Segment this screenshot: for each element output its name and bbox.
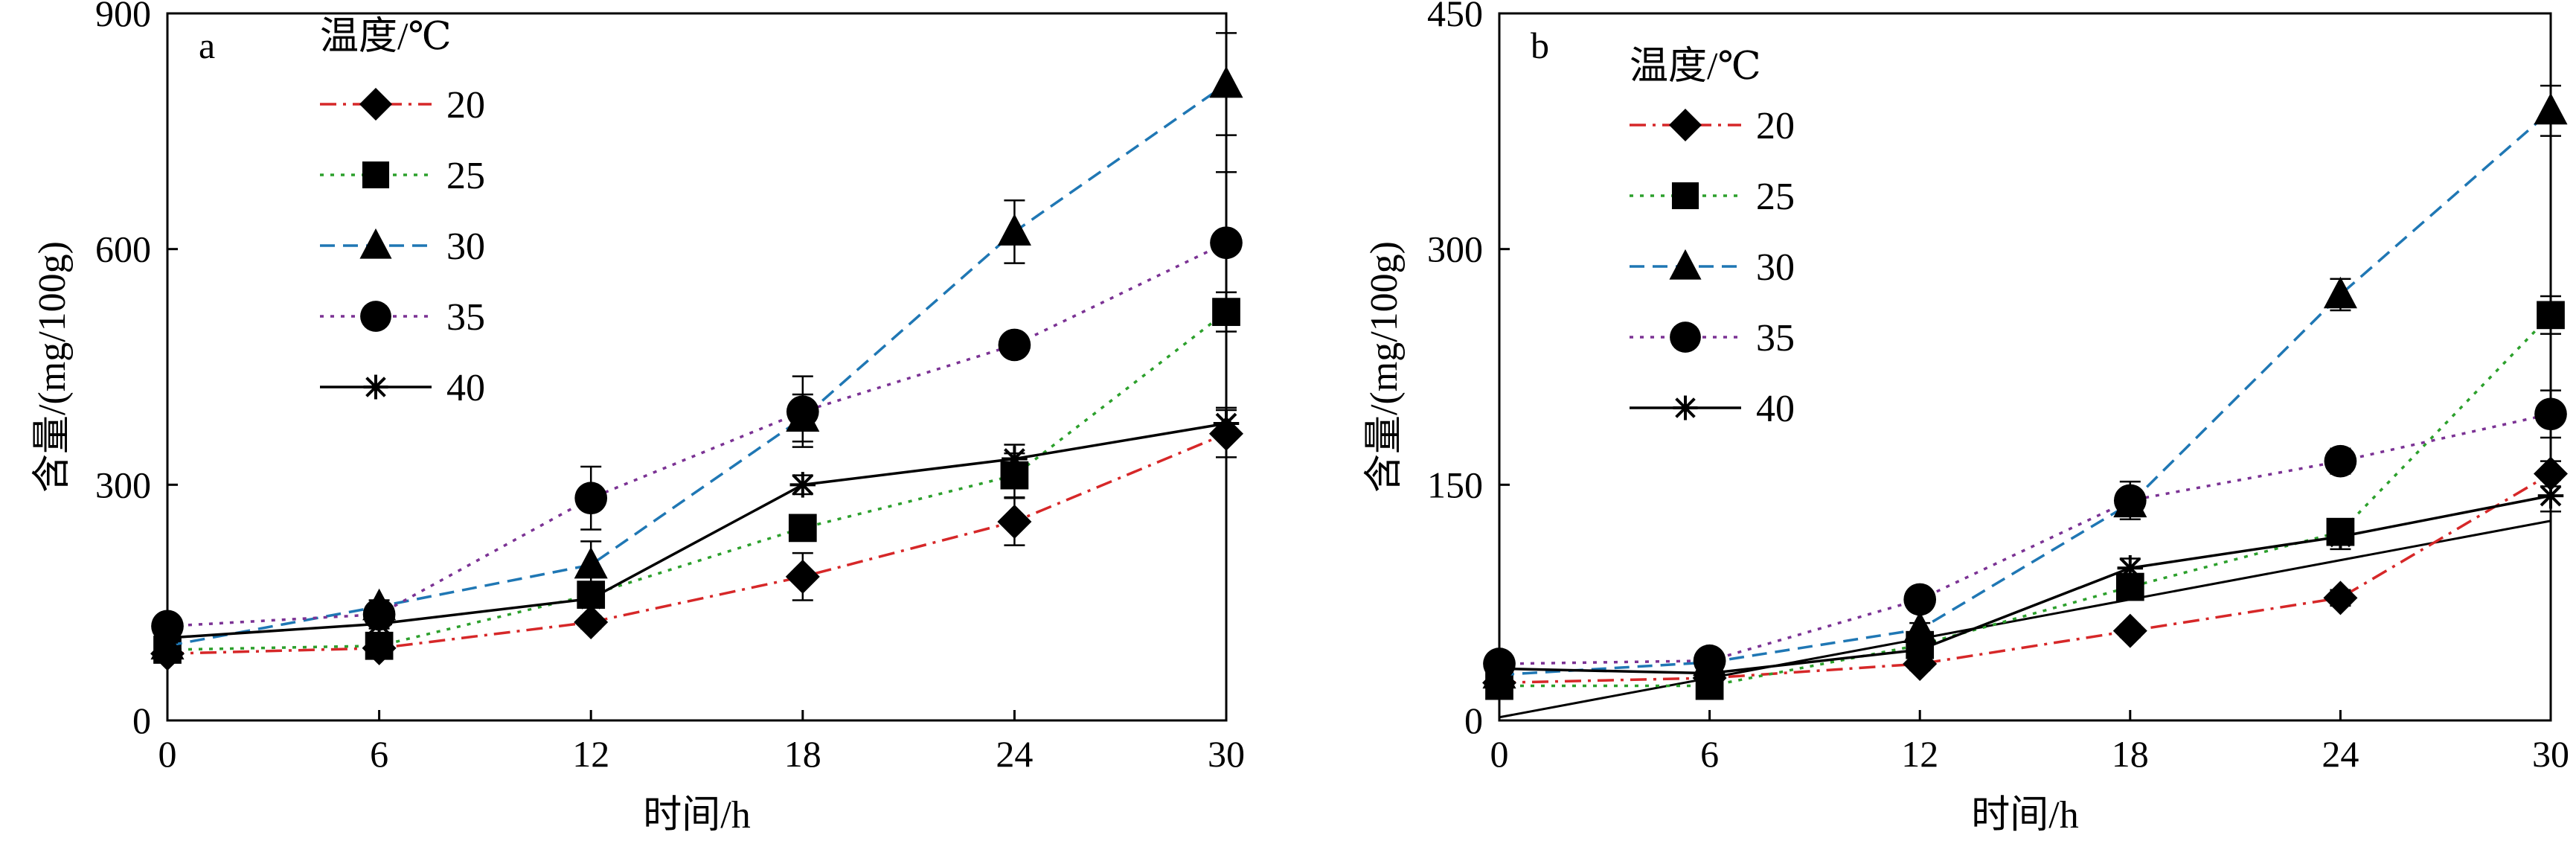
x-tick-label: 6: [370, 733, 388, 775]
series-line-40: [167, 422, 1227, 639]
y-tick-label: 450: [1427, 0, 1483, 34]
x-tick-label: 12: [1901, 733, 1938, 775]
x-axis-label: 时间/h: [1971, 794, 2078, 837]
data-point-40: [156, 627, 179, 649]
data-point-35: [1903, 583, 1937, 616]
data-point-35: [786, 395, 819, 429]
legend-marker-40: [365, 377, 386, 397]
legend-marker-35: [360, 301, 391, 332]
legend-marker-25: [362, 161, 390, 189]
x-tick-label: 6: [1700, 733, 1719, 775]
legend-label: 30: [446, 226, 485, 268]
data-point-40: [792, 473, 814, 496]
series-line-35: [167, 241, 1227, 628]
data-point-20: [997, 504, 1032, 539]
data-point-25: [2537, 301, 2565, 330]
data-point-20: [785, 559, 820, 594]
legend-marker-30: [359, 228, 392, 259]
legend-label: 25: [446, 155, 485, 197]
legend-label: 40: [1756, 388, 1795, 430]
legend-label: 20: [1756, 105, 1795, 147]
series-line-30: [167, 83, 1228, 647]
y-axis-label: 含量/(mg/100g): [1363, 241, 1406, 493]
legend-label: 40: [446, 367, 485, 409]
x-tick-label: 12: [572, 733, 609, 775]
data-point-35: [998, 328, 1031, 362]
data-point-40: [2119, 557, 2141, 579]
data-point-40: [1215, 412, 1237, 435]
data-point-35: [1210, 226, 1243, 260]
reference-line: [1499, 519, 2551, 719]
y-tick-label: 300: [95, 464, 151, 505]
legend-label: 25: [1756, 176, 1795, 218]
x-tick-label: 30: [1208, 733, 1245, 775]
series-line-35: [1499, 412, 2551, 665]
data-point-40: [2540, 485, 2562, 507]
legend-marker-30: [1669, 249, 1702, 280]
data-point-35: [2324, 444, 2357, 478]
y-tick-label: 150: [1427, 464, 1483, 505]
x-tick-label: 0: [158, 733, 177, 775]
y-tick-label: 600: [95, 228, 151, 270]
legend-label: 35: [446, 296, 485, 339]
data-point-20: [574, 605, 609, 640]
data-point-20: [2534, 456, 2568, 491]
series-line-25: [1499, 314, 2552, 688]
series-line-20: [167, 432, 1227, 656]
plot-frame: [1498, 12, 2552, 722]
data-point-40: [1909, 639, 1931, 661]
data-point-30: [997, 214, 1031, 246]
series-line-20: [1499, 473, 2551, 685]
y-tick-label: 900: [95, 0, 151, 34]
legend-title: 温度/℃: [320, 16, 452, 58]
legend-marker-20: [1669, 109, 1702, 141]
data-point-35: [574, 482, 608, 515]
data-point-40: [368, 613, 390, 635]
plot-frame: [166, 12, 1228, 722]
data-point-25: [788, 514, 817, 543]
y-tick-label: 0: [1464, 700, 1483, 741]
panel-label: b: [1531, 25, 1549, 66]
x-tick-label: 18: [2112, 733, 2149, 775]
data-point-40: [1488, 657, 1510, 679]
x-tick-label: 0: [1490, 733, 1509, 775]
data-point-40: [1699, 662, 1720, 685]
series-line-40: [1499, 494, 2551, 675]
x-tick-label: 24: [2322, 733, 2359, 775]
x-tick-label: 30: [2532, 733, 2569, 775]
y-axis-label: 含量/(mg/100g): [31, 241, 74, 493]
data-point-35: [2113, 484, 2147, 517]
legend-label: 30: [1756, 246, 1795, 289]
series-line-30: [1499, 109, 2552, 677]
legend-label: 35: [1756, 317, 1795, 359]
y-tick-label: 300: [1427, 228, 1483, 270]
data-point-40: [2330, 525, 2351, 548]
data-point-40: [1004, 448, 1025, 470]
legend-label: 20: [446, 84, 485, 127]
data-point-20: [2323, 581, 2358, 615]
data-point-30: [574, 546, 608, 579]
y-tick-label: 0: [132, 700, 151, 741]
data-point-30: [2534, 92, 2568, 125]
legend-marker-25: [1671, 182, 1699, 210]
x-tick-label: 18: [784, 733, 821, 775]
legend-title: 温度/℃: [1630, 45, 1761, 88]
data-point-35: [2534, 397, 2567, 431]
data-point-30: [2323, 276, 2357, 309]
legend-marker-35: [1670, 322, 1701, 353]
x-tick-label: 24: [996, 733, 1033, 775]
data-point-30: [1209, 65, 1243, 98]
data-point-40: [580, 588, 602, 610]
x-axis-label: 时间/h: [643, 794, 750, 837]
legend-marker-40: [1675, 397, 1696, 418]
panel-label: a: [199, 25, 215, 66]
data-point-20: [2112, 613, 2147, 648]
legend-marker-20: [359, 88, 392, 121]
data-point-30: [1903, 611, 1937, 643]
